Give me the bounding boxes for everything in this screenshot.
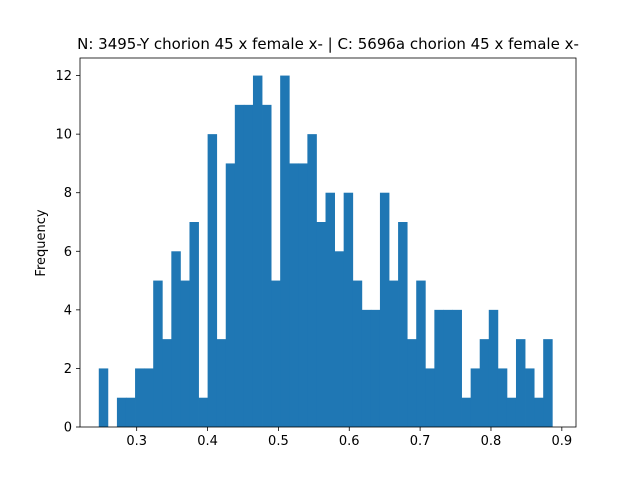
histogram-bar xyxy=(506,397,517,427)
histogram-bar xyxy=(325,192,335,427)
y-tick-label: 2 xyxy=(64,362,72,377)
histogram-bar xyxy=(470,368,481,427)
histogram-bar xyxy=(479,339,490,427)
histogram-bar xyxy=(225,163,236,427)
histogram-bar xyxy=(370,309,381,427)
histogram-bar xyxy=(135,368,145,427)
histogram-bar xyxy=(316,222,326,427)
histogram-bar xyxy=(543,339,553,427)
histogram-bar xyxy=(497,368,508,427)
x-axis-ticks: 0.3 0.4 0.5 0.6 0.7 0.8 0.9 xyxy=(126,427,572,449)
histogram-bar xyxy=(243,104,254,428)
histogram-bar xyxy=(416,280,426,427)
histogram-bar xyxy=(452,309,462,427)
histogram-bar xyxy=(234,104,245,428)
bars-group xyxy=(98,75,553,428)
histogram-bar xyxy=(334,251,345,427)
x-tick-label: 0.6 xyxy=(339,434,360,449)
x-tick-label: 0.7 xyxy=(410,434,431,449)
histogram-bar xyxy=(407,339,417,427)
histogram-bar xyxy=(307,134,317,427)
histogram-bar xyxy=(125,397,136,427)
x-tick-label: 0.8 xyxy=(481,434,502,449)
histogram-bar xyxy=(515,339,526,427)
histogram-bar xyxy=(398,222,408,427)
histogram-bar xyxy=(343,192,354,427)
histogram-bar xyxy=(262,104,272,428)
histogram-bar xyxy=(189,222,199,427)
histogram-bar xyxy=(153,280,163,427)
histogram-bar xyxy=(271,280,281,427)
plot-frame xyxy=(79,57,577,428)
histogram-bar xyxy=(180,280,190,427)
y-tick-label: 0 xyxy=(64,421,72,436)
histogram-bar xyxy=(352,280,363,427)
histogram-bar xyxy=(534,397,544,427)
histogram-bar xyxy=(98,368,109,427)
histogram-bar xyxy=(525,368,535,427)
histogram-bar xyxy=(488,309,499,427)
x-tick-label: 0.3 xyxy=(126,434,147,449)
histogram-bar xyxy=(389,280,399,427)
y-tick-label: 6 xyxy=(64,245,72,260)
histogram-bar xyxy=(361,309,372,427)
histogram-bar xyxy=(198,397,209,427)
histogram-bar xyxy=(434,309,444,427)
histogram-bar xyxy=(116,397,127,427)
y-tick-label: 10 xyxy=(55,128,72,143)
histogram-bar xyxy=(171,251,181,427)
histogram-bar xyxy=(207,134,218,427)
y-tick-label: 12 xyxy=(55,69,72,84)
histogram-bar xyxy=(162,339,172,427)
y-tick-label: 8 xyxy=(64,186,72,201)
histogram-bar xyxy=(252,75,263,427)
y-axis-label: Frequency xyxy=(34,209,49,276)
x-tick-label: 0.4 xyxy=(197,434,218,449)
histogram-bar xyxy=(298,163,308,427)
chart-title: N: 3495-Y chorion 45 x female x- | C: 56… xyxy=(77,35,579,53)
histogram-bar xyxy=(425,368,435,427)
histogram-bar xyxy=(461,397,472,427)
histogram-bar xyxy=(144,368,154,427)
histogram-bar xyxy=(216,339,227,427)
y-axis-ticks: 0 2 4 6 8 10 12 xyxy=(55,69,80,436)
histogram-bar xyxy=(280,75,290,427)
y-tick-label: 4 xyxy=(64,303,72,318)
histogram-bar xyxy=(379,192,390,427)
x-tick-label: 0.5 xyxy=(268,434,289,449)
histogram-bar xyxy=(289,163,299,427)
histogram-bar xyxy=(443,309,453,427)
x-tick-label: 0.9 xyxy=(551,434,572,449)
